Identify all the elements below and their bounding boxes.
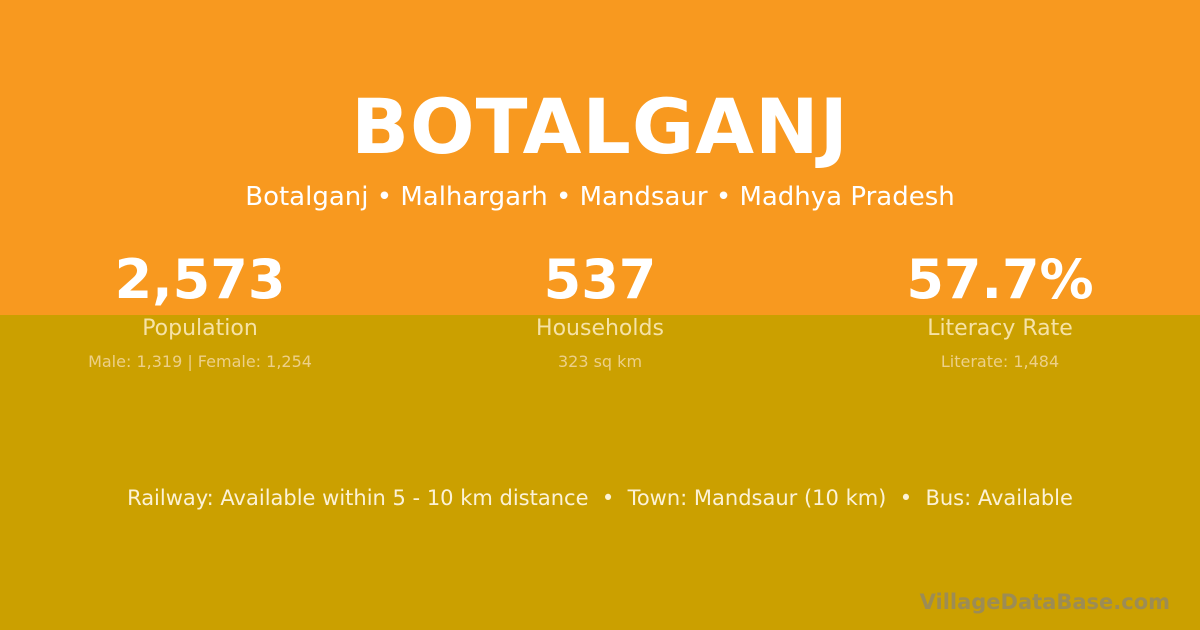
stat-label: Households (536, 316, 664, 341)
stat-detail: Male: 1,319 | Female: 1,254 (88, 352, 312, 371)
connectivity-info: Railway: Available within 5 - 10 km dist… (127, 486, 1073, 510)
stat-value: 537 (543, 248, 657, 311)
village-title: BOTALGANJ (351, 82, 849, 171)
stat-households: 537 Households 323 sq km (400, 248, 800, 371)
stat-detail: Literate: 1,484 (940, 352, 1060, 371)
location-breadcrumb: Botalganj • Malhargarh • Mandsaur • Madh… (245, 182, 955, 212)
header-band (0, 0, 1200, 315)
stat-literacy: 57.7% Literacy Rate Literate: 1,484 (800, 248, 1200, 371)
stat-label: Population (142, 316, 258, 341)
stat-value: 57.7% (906, 248, 1094, 311)
stat-label: Literacy Rate (927, 316, 1073, 341)
stats-band (0, 315, 1200, 630)
stat-detail: 323 sq km (557, 352, 643, 371)
stat-value: 2,573 (114, 248, 286, 311)
watermark-logo: VillageDataBase.com (919, 590, 1170, 614)
stat-population: 2,573 Population Male: 1,319 | Female: 1… (0, 248, 400, 371)
